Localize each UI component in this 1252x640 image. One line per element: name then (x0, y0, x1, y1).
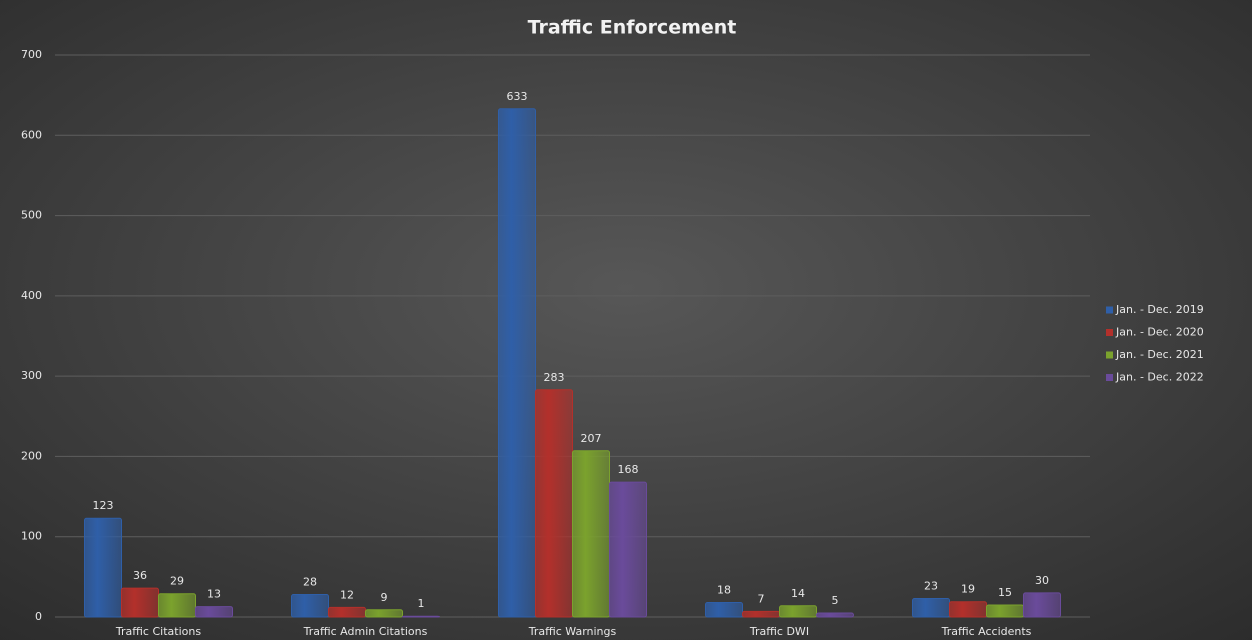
x-tick-label: Traffic Accidents (941, 625, 1032, 638)
bar (365, 609, 403, 618)
data-label: 7 (758, 592, 765, 605)
data-label: 5 (832, 594, 839, 607)
bar (816, 612, 854, 618)
bar (572, 450, 610, 618)
y-tick-label: 200 (21, 449, 42, 462)
legend-label: Jan. - Dec. 2019 (1115, 303, 1204, 316)
data-label: 283 (544, 371, 565, 384)
y-tick-label: 400 (21, 289, 42, 302)
bar (84, 517, 122, 618)
x-tick-label: Traffic Citations (115, 625, 201, 638)
bar (705, 602, 743, 618)
bar (195, 606, 233, 618)
data-label: 207 (581, 432, 602, 445)
data-label: 633 (507, 90, 528, 103)
bar (158, 593, 196, 618)
bar (609, 481, 647, 618)
y-tick-label: 500 (21, 209, 42, 222)
bar (986, 604, 1024, 618)
data-label: 9 (381, 591, 388, 604)
bar (1023, 592, 1061, 618)
bar (291, 594, 329, 618)
x-tick-label: Traffic DWI (749, 625, 809, 638)
data-label: 36 (133, 569, 147, 582)
y-tick-label: 0 (35, 610, 42, 623)
bar (121, 587, 159, 618)
legend-swatch (1106, 374, 1113, 381)
legend-label: Jan. - Dec. 2020 (1115, 326, 1204, 339)
data-label: 168 (618, 463, 639, 476)
data-label: 1 (418, 597, 425, 610)
bar (535, 389, 573, 618)
bar (912, 598, 950, 618)
chart-title: Traffic Enforcement (528, 17, 737, 39)
legend-swatch (1106, 329, 1113, 336)
data-label: 19 (961, 583, 975, 596)
data-label: 29 (170, 575, 184, 588)
bar (328, 606, 366, 618)
y-tick-label: 600 (21, 128, 42, 141)
data-label: 13 (207, 588, 221, 601)
data-label: 14 (791, 587, 805, 600)
bar (402, 615, 440, 618)
legend-label: Jan. - Dec. 2022 (1115, 371, 1204, 384)
legend-swatch (1106, 351, 1113, 359)
bar (742, 610, 780, 618)
data-label: 30 (1035, 574, 1049, 587)
x-tick-label: Traffic Admin Citations (303, 625, 428, 638)
data-label: 23 (924, 580, 938, 593)
y-tick-label: 700 (21, 48, 42, 61)
y-tick-label: 100 (21, 530, 42, 543)
legend-swatch (1106, 306, 1113, 314)
data-label: 123 (93, 499, 114, 512)
bar (779, 605, 817, 618)
data-label: 28 (303, 576, 317, 589)
data-label: 15 (998, 586, 1012, 599)
y-tick-label: 300 (21, 369, 42, 382)
legend-label: Jan. - Dec. 2021 (1115, 348, 1204, 361)
x-tick-label: Traffic Warnings (528, 625, 617, 638)
data-label: 18 (717, 584, 731, 597)
bar (949, 601, 987, 618)
bar (498, 108, 536, 618)
data-label: 12 (340, 588, 354, 601)
